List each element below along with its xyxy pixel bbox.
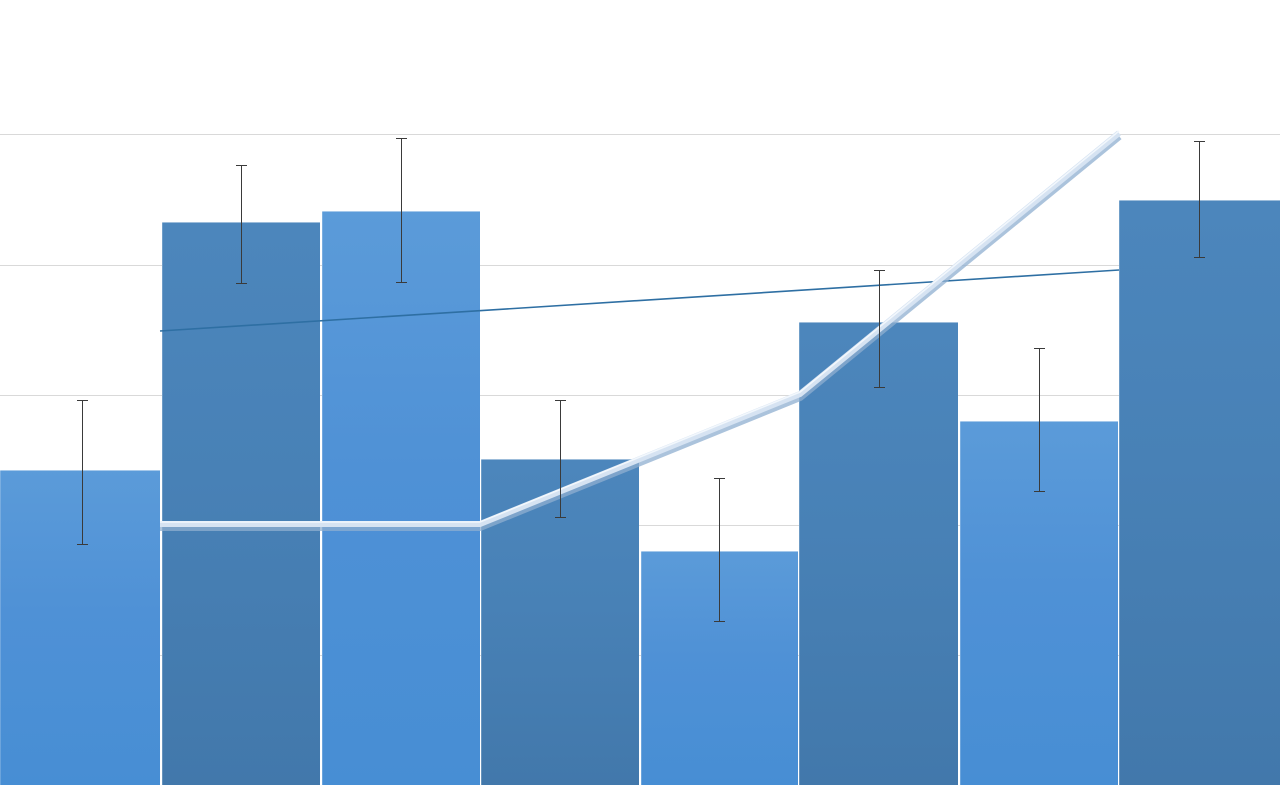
- bar-series-item[interactable]: [1119, 200, 1280, 785]
- bar-left-edge: [641, 551, 642, 785]
- bar-left-edge: [0, 470, 1, 785]
- bar-left-edge: [322, 211, 323, 785]
- bar-series-item[interactable]: [162, 222, 320, 785]
- error-bar-cap-bottom: [1194, 257, 1205, 258]
- error-bar-cap-bottom: [1034, 491, 1045, 492]
- error-bar: [396, 138, 407, 283]
- error-bar: [714, 478, 725, 622]
- bar-left-edge: [799, 322, 800, 785]
- bar-left-edge: [481, 459, 482, 785]
- bar-left-edge: [162, 222, 163, 785]
- bar-series-item[interactable]: [799, 322, 958, 785]
- error-bar: [77, 400, 88, 545]
- error-bar: [1034, 348, 1045, 492]
- error-bar-cap-bottom: [396, 282, 407, 283]
- bar-left-edge: [960, 421, 961, 785]
- error-bar-cap-top: [1194, 141, 1205, 142]
- error-bar-cap-bottom: [77, 544, 88, 545]
- error-bar-cap-top: [236, 165, 247, 166]
- error-bar-cap-top: [77, 400, 88, 401]
- bar-top-edge: [0, 470, 160, 471]
- error-bar: [874, 270, 885, 388]
- error-bar-cap-bottom: [714, 621, 725, 622]
- error-bar-cap-top: [714, 478, 725, 479]
- error-bar-cap-top: [396, 138, 407, 139]
- error-bar-cap-top: [1034, 348, 1045, 349]
- error-bar-cap-bottom: [236, 283, 247, 284]
- bar-left-edge: [1119, 200, 1120, 785]
- error-bar-cap-bottom: [555, 517, 566, 518]
- bar-series-item[interactable]: [0, 470, 160, 785]
- error-bar-cap-top: [874, 270, 885, 271]
- error-bar: [1194, 141, 1205, 258]
- error-bar: [236, 165, 247, 284]
- gridline: [0, 134, 1280, 135]
- error-bar-cap-bottom: [874, 387, 885, 388]
- gridline: [0, 655, 1280, 656]
- error-bar: [555, 400, 566, 518]
- bar-series-item[interactable]: [322, 211, 480, 785]
- error-bar-cap-top: [555, 400, 566, 401]
